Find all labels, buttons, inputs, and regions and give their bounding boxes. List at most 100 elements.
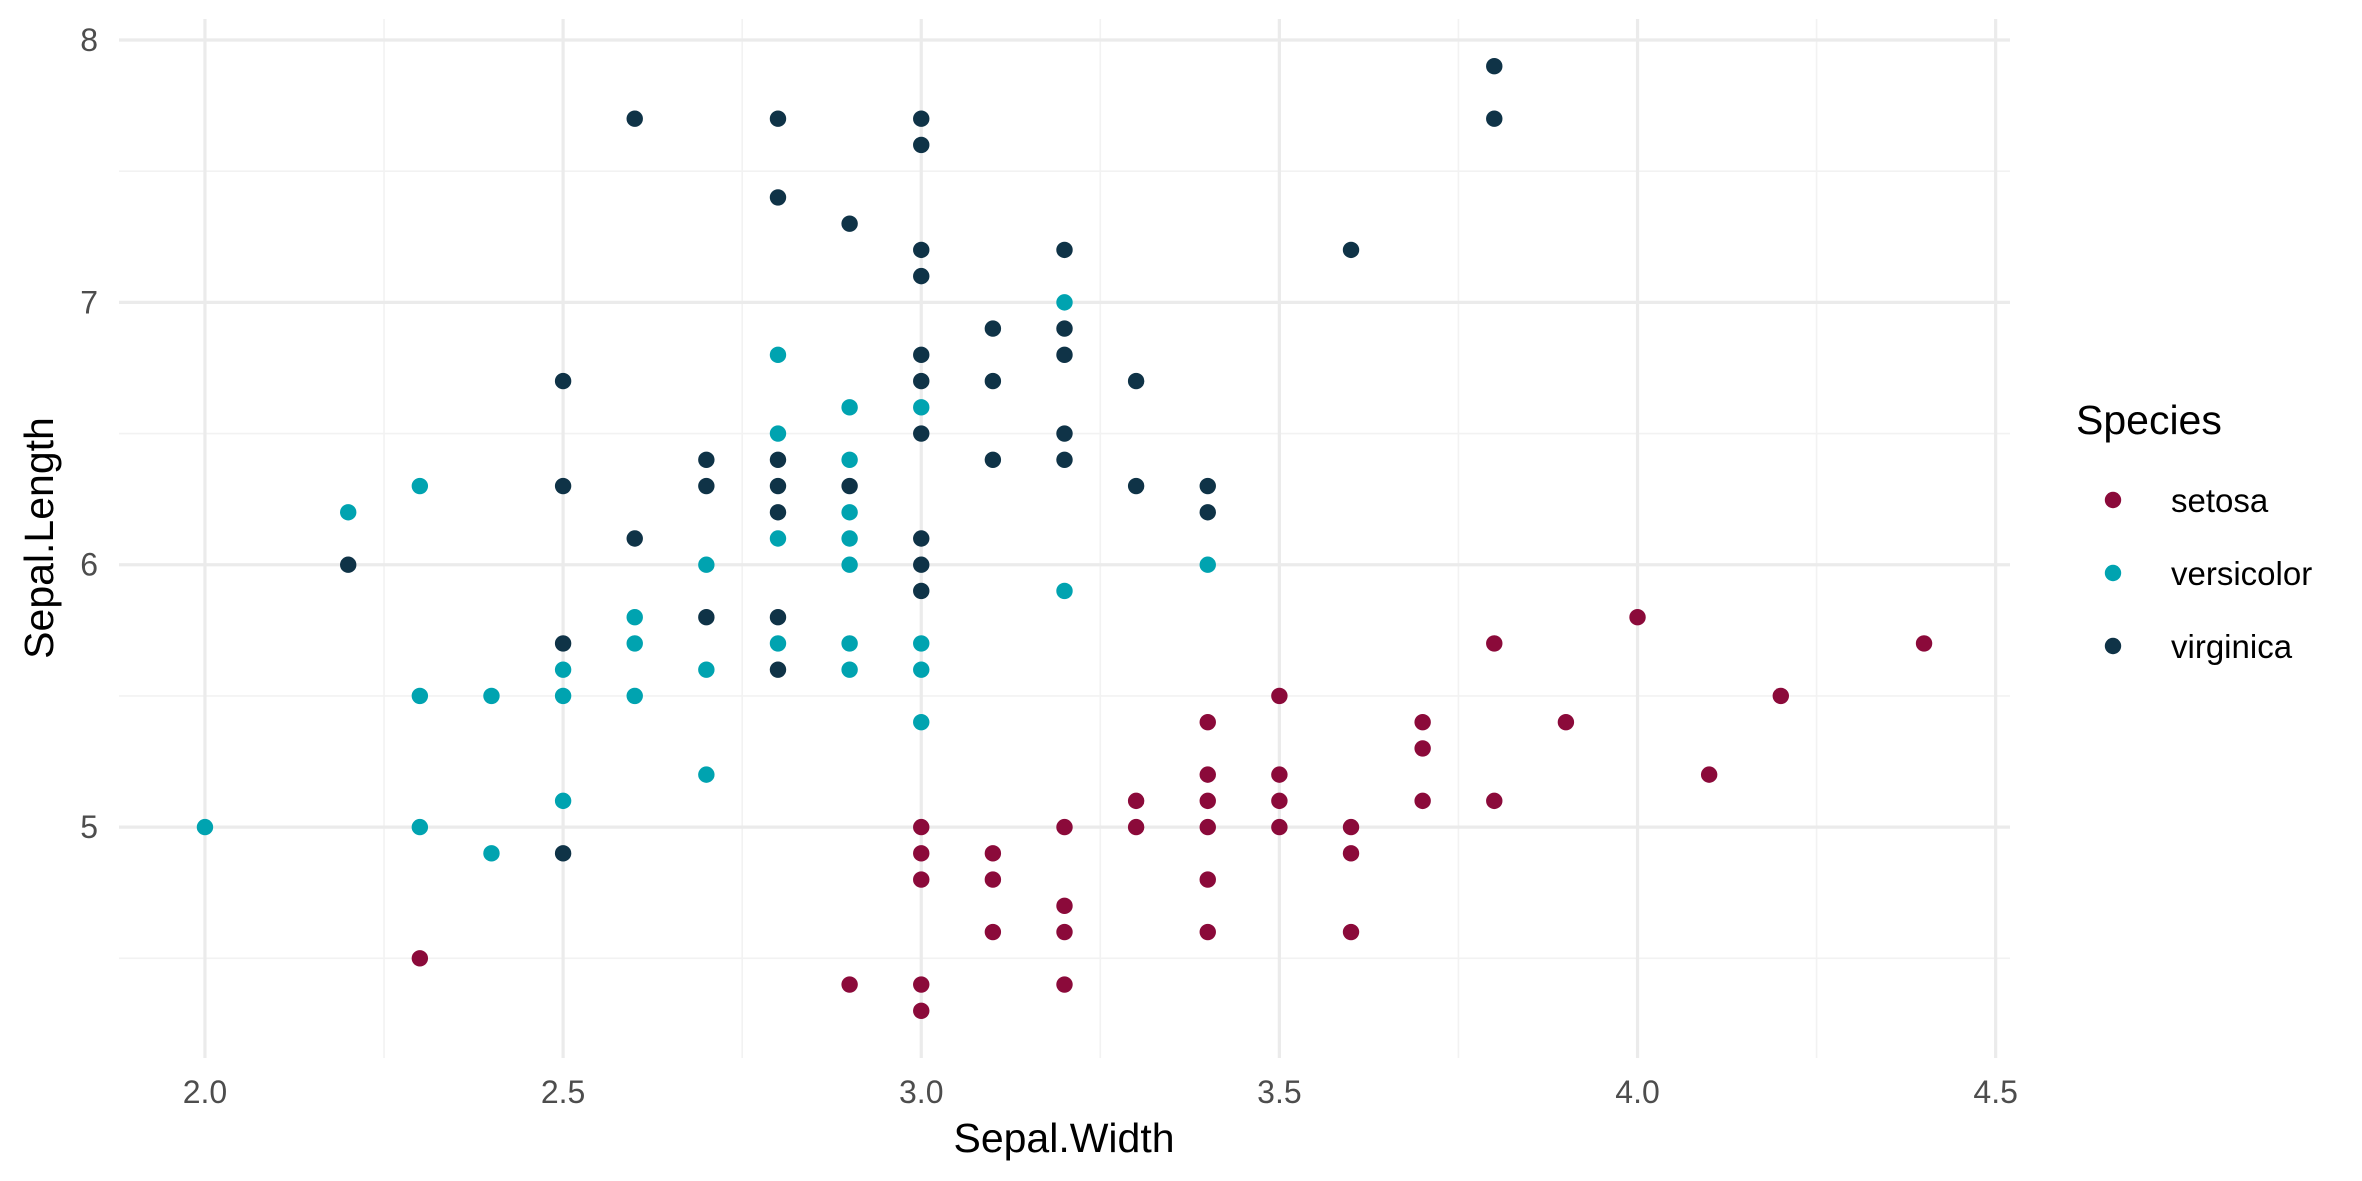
point-virginica [913,556,930,573]
point-virginica [769,504,787,521]
point-versicolor [841,530,858,547]
point-setosa [1056,976,1073,993]
legend-title: Species [2076,397,2222,443]
point-setosa [1127,818,1145,836]
point-setosa [411,950,429,967]
legend-key-versicolor [2104,564,2122,582]
point-virginica [841,215,858,232]
x-axis-tick-labels: 2.0 2.5 3.0 3.5 4.0 4.5 [183,1074,2018,1110]
point-versicolor [698,556,715,573]
point-setosa [1271,687,1288,705]
point-setosa [1486,792,1503,810]
point-setosa [1127,792,1145,810]
point-setosa [1629,609,1646,626]
point-virginica [1056,320,1073,337]
point-versicolor [411,687,429,705]
point-setosa [1199,713,1216,731]
point-versicolor [554,661,572,678]
point-virginica [769,661,787,678]
point-versicolor [196,818,214,836]
point-virginica [769,110,787,127]
x-tick-label: 2.0 [183,1074,227,1110]
point-setosa [1486,635,1503,652]
x-axis-title: Sepal.Width [953,1115,1174,1161]
point-virginica [1486,110,1503,127]
point-versicolor [769,346,787,364]
point-setosa [1772,687,1789,705]
point-versicolor [698,661,715,678]
y-tick-label: 5 [80,809,98,845]
point-virginica [1199,504,1216,521]
point-versicolor [626,635,643,652]
y-axis-tick-labels: 5 6 7 8 [80,22,98,845]
point-setosa [913,976,930,993]
point-versicolor [483,687,500,705]
point-versicolor [626,609,643,626]
point-virginica [554,635,572,652]
point-versicolor [340,504,357,521]
point-virginica [1056,241,1073,259]
legend: Species setosa versicolor virginica [2076,397,2312,665]
point-versicolor [1199,556,1216,573]
point-virginica [913,346,930,364]
point-setosa [1271,766,1288,783]
point-virginica [626,110,643,127]
point-virginica [698,451,715,468]
point-virginica [1056,346,1073,364]
y-tick-label: 6 [80,547,98,583]
point-versicolor [554,792,572,810]
point-virginica [769,609,787,626]
point-versicolor [1056,582,1073,600]
point-setosa [913,871,930,888]
point-versicolor [841,504,858,521]
point-setosa [1199,792,1216,810]
y-axis-title: Sepal.Length [16,417,62,659]
point-virginica [1199,477,1216,495]
point-versicolor [841,556,858,573]
point-versicolor [698,766,715,783]
point-versicolor [626,687,643,705]
point-virginica [984,320,1002,337]
point-virginica [1342,241,1360,259]
point-virginica [1056,425,1073,442]
point-setosa [1414,740,1431,757]
point-setosa [1271,818,1288,836]
point-setosa [913,818,930,836]
point-virginica [1127,372,1145,390]
legend-items: setosa versicolor virginica [2104,482,2312,665]
y-tick-label: 7 [80,284,98,320]
point-virginica [913,136,930,154]
point-versicolor [841,635,858,652]
point-virginica [769,477,787,495]
point-versicolor [411,818,429,836]
point-versicolor [913,635,930,652]
point-setosa [1342,818,1360,836]
point-virginica [1127,477,1145,495]
point-virginica [913,241,930,259]
y-tick-label: 8 [80,22,98,58]
point-versicolor [769,530,787,547]
point-setosa [984,923,1002,941]
point-versicolor [913,399,930,416]
point-setosa [1199,923,1216,941]
point-virginica [913,267,930,285]
point-setosa [1056,818,1073,836]
legend-key-virginica [2104,637,2122,655]
point-virginica [769,189,787,206]
point-setosa [1342,923,1360,941]
point-setosa [1199,871,1216,888]
minor-gridlines [119,19,2010,1058]
point-setosa [913,1002,930,1019]
point-virginica [1486,58,1503,75]
point-setosa [984,845,1002,862]
x-tick-label: 3.0 [899,1074,943,1110]
point-virginica [913,425,930,442]
point-virginica [984,451,1002,468]
point-virginica [984,372,1002,390]
point-setosa [1199,766,1216,783]
x-tick-label: 4.0 [1615,1074,1659,1110]
legend-label-setosa: setosa [2171,482,2269,519]
point-versicolor [483,845,500,862]
point-versicolor [411,477,429,495]
point-virginica [841,477,858,495]
